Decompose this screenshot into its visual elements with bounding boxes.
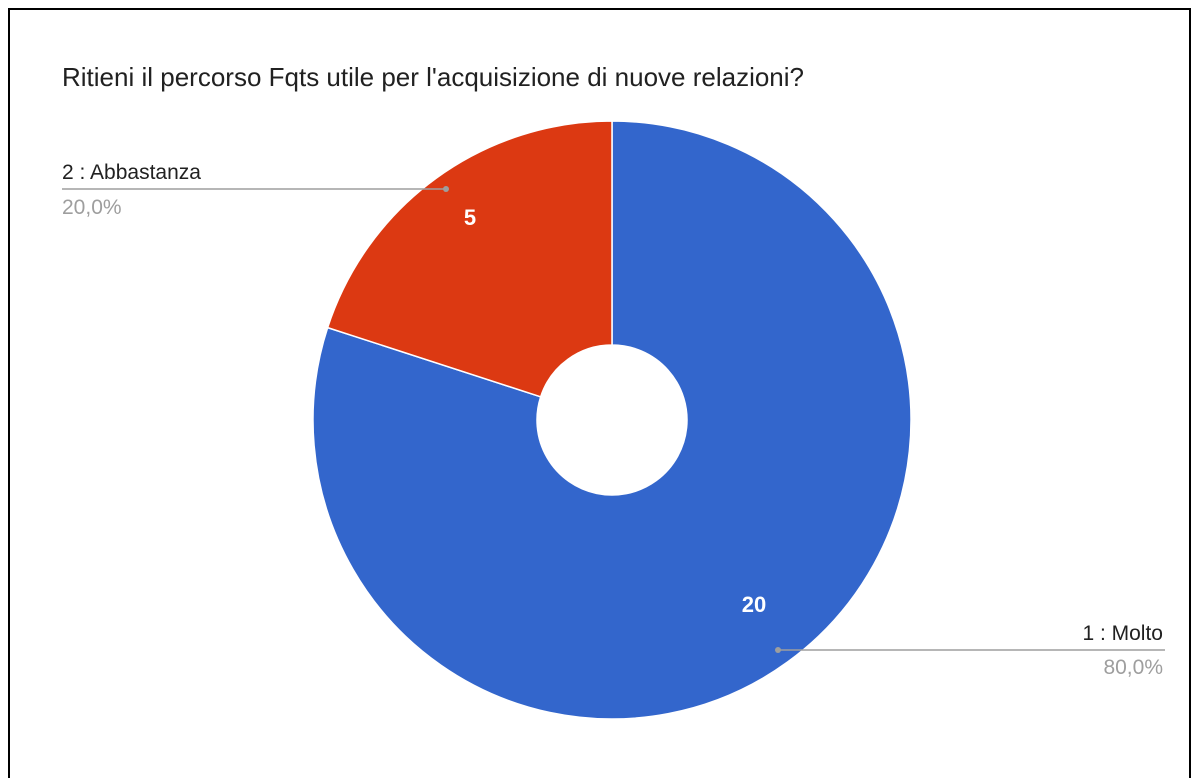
legend-percent-2: 20,0% [62,196,122,219]
slice-value-label-1: 20 [742,592,766,617]
leader-dot-1 [775,647,781,653]
pie-slice-2 [326,120,613,398]
legend-percent-1: 80,0% [1103,656,1163,679]
slice-value-label-2: 5 [464,205,476,230]
pie-slice-1 [312,120,912,720]
chart-title: Ritieni il percorso Fqts utile per l'acq… [62,62,805,92]
leader-dot-2 [443,186,449,192]
legend-label-1: 1 : Molto [1082,622,1163,645]
legend-label-2: 2 : Abbastanza [62,161,201,184]
